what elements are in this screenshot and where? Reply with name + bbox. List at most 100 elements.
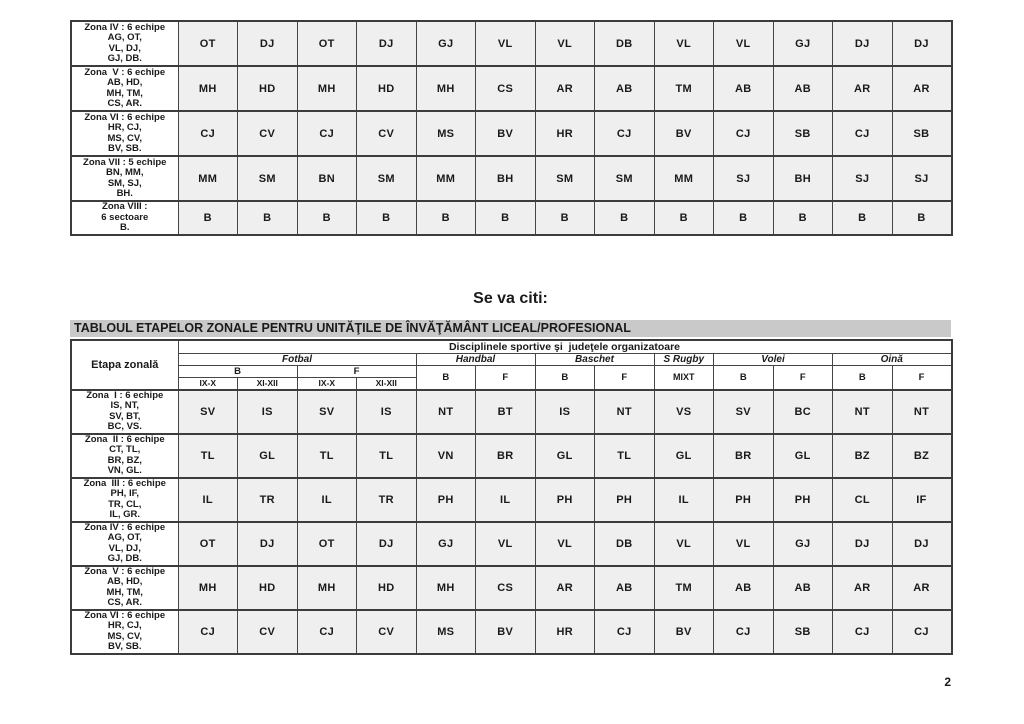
zone-label-line: BH. [116,188,133,199]
zone-label-line: GJ, DB. [107,553,142,564]
zone-row: Zona VIII :6 sectoare B. B B B B B B B B B B B B B [70,200,952,236]
zone-label: Zona VI : 6 echipe HR, CJ, MS, CV, BV, SB. [70,608,179,655]
organizer-county-cell: CV [237,608,298,655]
organizer-county-cell: SB [772,110,833,157]
organizer-county-cell: CJ [177,110,238,157]
zone-row: Zona IV : 6 echipe AG, OT, VL, DJ, GJ, DB. O… [70,520,952,567]
organizer-county-cell: B [772,200,833,236]
organizer-county-cell: CS [475,65,536,112]
organizer-county-cell: PH [713,476,774,523]
organizer-county-cell: BH [772,155,833,202]
organizer-county-cell: B [177,200,238,236]
gender-header: B [177,365,298,378]
organizer-county-cell: GL [534,432,595,479]
organizer-county-cell: IS [534,388,595,435]
organizer-county-cell: DB [594,520,655,567]
organizer-county-cell: BZ [891,432,952,479]
zone-label-line: HR, CJ, [107,620,142,631]
zone-label-line: CS, AR. [107,98,142,109]
zone-label-line: AB, HD, [107,576,143,587]
zone-label-line: AG, OT, [107,532,142,543]
organizer-county-cell: MH [177,564,238,611]
zone-label-line: 6 sectoare [101,211,149,223]
organizer-county-cell: AB [594,65,655,112]
organizer-county-cell: AR [891,564,952,611]
organizer-county-cell: GL [653,432,714,479]
gender-header: F [594,365,655,390]
zone-row: Zona VI : 6 echipe HR, CJ, MS, CV, BV, SB. C… [70,110,952,157]
organizer-county-cell: VS [653,388,714,435]
zone-label-line: AB, HD, [107,77,143,88]
organizer-county-cell: MM [653,155,714,202]
zone-label-line: BV, SB. [108,143,142,154]
zone-label: Zona II : 6 echipe CT, TL, BR, BZ, VN, GL. [70,432,179,479]
organizer-county-cell: AR [891,65,952,112]
organizer-county-cell: OT [177,20,238,67]
organizer-county-cell: B [356,200,417,236]
zone-label-line: Zona V : 6 echipe [84,66,166,78]
organizer-county-cell: B [713,200,774,236]
organizer-county-cell: SV [177,388,238,435]
organizer-county-cell: SM [594,155,655,202]
organizer-county-cell: DJ [356,520,417,567]
organizer-county-cell: TM [653,564,714,611]
organizer-county-cell: BV [475,608,536,655]
organizer-county-cell: GJ [772,20,833,67]
organizer-county-cell: CV [237,110,298,157]
bottom-zone-table: Etapa zonală Disciplinele sportive şi jud… [70,339,953,655]
zone-row: Zona IV : 6 echipe AG, OT, VL, DJ, GJ, DB. O… [70,20,952,67]
organizer-county-cell: MS [415,608,476,655]
organizer-county-cell: AR [534,564,595,611]
organizer-county-cell: GL [237,432,298,479]
organizer-county-cell: PH [772,476,833,523]
organizer-county-cell: B [415,200,476,236]
organizer-county-cell: B [237,200,298,236]
organizer-county-cell: SJ [832,155,893,202]
zone-label-line: MS, CV, [107,132,143,144]
sport-header: Handbal [415,353,536,366]
organizer-county-cell: SV [713,388,774,435]
organizer-county-cell: SM [534,155,595,202]
organizer-county-cell: SM [356,155,417,202]
zone-label: Zona VII : 5 echipe BN, MM, SM, SJ, BH. [70,155,179,202]
gender-header: F [891,365,952,390]
zone-label-line: Zona VI : 6 echipe [84,609,166,621]
organizer-county-cell: OT [177,520,238,567]
organizer-county-cell: DJ [891,20,952,67]
organizer-county-cell: MH [415,65,476,112]
organizer-county-cell: VL [534,20,595,67]
organizer-county-cell: CJ [594,608,655,655]
organizer-county-cell: CS [475,564,536,611]
zone-label-line: VN, GL. [107,465,142,476]
organizer-county-cell: CJ [713,110,774,157]
sport-header: Oină [832,353,952,366]
organizer-county-cell: NT [891,388,952,435]
organizer-county-cell: HD [237,65,298,112]
organizer-county-cell: MH [296,564,357,611]
sport-header: Baschet [534,353,655,366]
zone-label-line: TR, CL, [108,498,142,510]
organizer-county-cell: DJ [237,520,298,567]
organizer-county-cell: BN [296,155,357,202]
gender-header: F [772,365,833,390]
organizer-county-cell: GL [772,432,833,479]
organizer-county-cell: HD [356,65,417,112]
page-number: 2 [944,675,951,689]
organizer-county-cell: BH [475,155,536,202]
age-group-header: IX-X [296,377,357,390]
zone-label-line: Zona V : 6 echipe [84,565,166,577]
organizer-county-cell: BR [713,432,774,479]
gender-header: B [832,365,893,390]
zone-label-line: PH, IF, [110,488,139,499]
organizer-county-cell: VL [475,20,536,67]
zone-label-line: GJ, DB. [107,53,142,64]
organizer-county-cell: NT [594,388,655,435]
zone-row: Zona I : 6 echipe IS, NT, SV, BT, BC, VS. SV… [70,388,952,435]
zone-row: Zona V : 6 echipe AB, HD, MH, TM, CS, AR. MH… [70,65,952,112]
organizer-county-cell: DJ [832,20,893,67]
organizer-county-cell: MH [177,65,238,112]
organizer-county-cell: TR [237,476,298,523]
organizer-county-cell: TL [356,432,417,479]
organizer-county-cell: B [534,200,595,236]
organizer-county-cell: VL [534,520,595,567]
